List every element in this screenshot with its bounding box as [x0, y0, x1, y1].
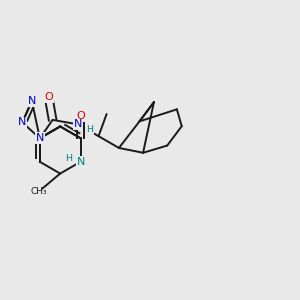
- Text: N: N: [18, 118, 26, 128]
- Text: N: N: [74, 119, 82, 129]
- Text: N: N: [76, 157, 85, 167]
- Text: O: O: [76, 111, 85, 121]
- Text: N: N: [36, 133, 44, 143]
- Text: H: H: [65, 154, 72, 163]
- Text: O: O: [44, 92, 53, 102]
- Text: H: H: [86, 125, 93, 134]
- Text: N: N: [28, 96, 36, 106]
- Text: CH₃: CH₃: [31, 187, 47, 196]
